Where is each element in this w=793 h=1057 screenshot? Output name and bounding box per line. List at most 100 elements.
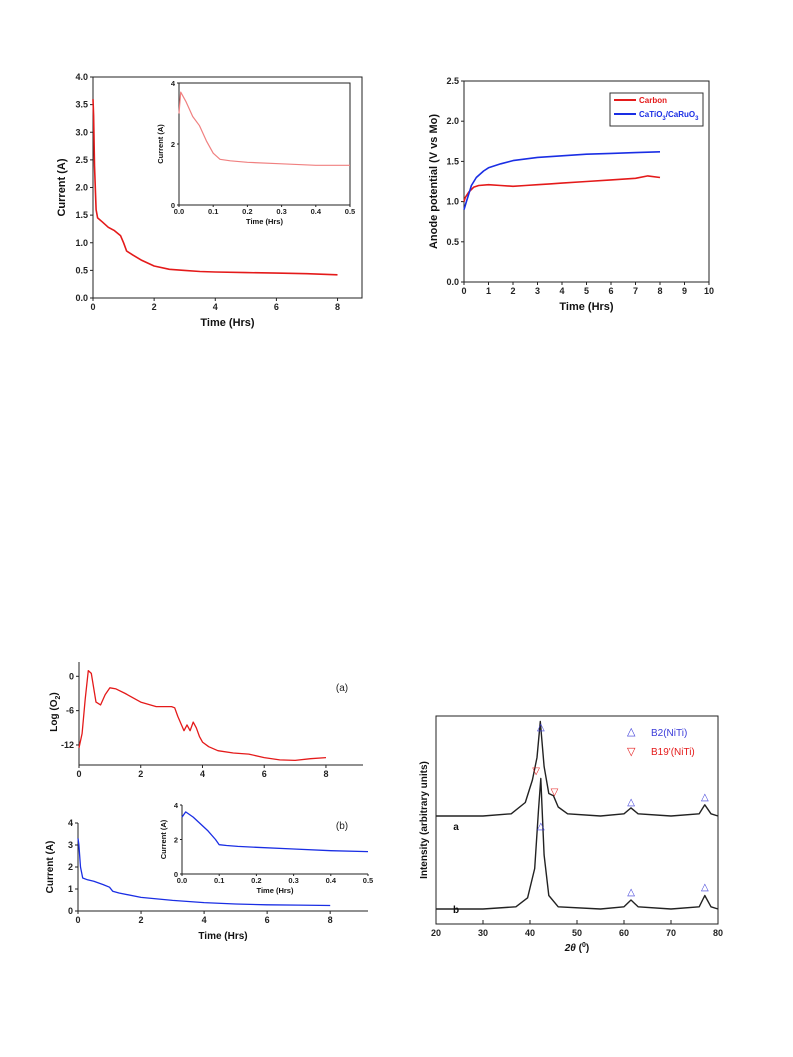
- y-tick-label: -12: [61, 740, 74, 750]
- x-tick-label: 4: [559, 286, 564, 296]
- current-b-inset-chart: 0.0 0.1 0.2 0.3 0.4 0.5 0 2 4 Time (Hrs) Current (…: [159, 801, 373, 895]
- x-tick-label: 40: [525, 928, 535, 938]
- series-line-0: [181, 811, 369, 853]
- x-tick-label: 0: [76, 769, 81, 779]
- y-tick-label: 0.5: [446, 237, 459, 247]
- plot-frame: [435, 715, 719, 925]
- x-axis-label: Time (Hrs): [246, 217, 283, 226]
- x-tick-label: 6: [262, 769, 267, 779]
- b2-legend-marker: △: [627, 726, 636, 738]
- b2-peak-marker: △: [701, 792, 709, 803]
- x-tick-label: 4: [202, 915, 207, 925]
- y-tick-label: -6: [66, 706, 74, 716]
- b2-legend-label: B2(NiTi): [651, 728, 687, 739]
- xrd-legend: △ B2(NiTi) ▽ B19'(NiTi): [627, 726, 695, 758]
- series-line-catio3-caruo3: [463, 151, 661, 210]
- y-tick-label: 2: [68, 862, 73, 872]
- y-tick-label: 1.0: [446, 197, 459, 207]
- y-tick-label: 3.5: [75, 100, 88, 110]
- y-tick-label: 3: [68, 840, 73, 850]
- y-tick-label: 0: [171, 201, 175, 210]
- panel-label-a: (a): [336, 683, 348, 694]
- series-line-carbon: [463, 175, 661, 202]
- x-tick-label: 6: [608, 286, 613, 296]
- y-tick-label: 0.0: [75, 293, 88, 303]
- y-tick-label: 2.5: [75, 155, 88, 165]
- x-tick-label: 0.0: [177, 876, 187, 885]
- y-tick-label: 4: [174, 801, 179, 810]
- x-tick-label: 0: [75, 915, 80, 925]
- y-tick-label: 0: [68, 906, 73, 916]
- y-axis-label: Anode potential (V vs Mo): [428, 114, 440, 249]
- y-tick-label: 1.0: [75, 238, 88, 248]
- y-axis-label: Current (A): [156, 124, 165, 164]
- x-tick-label: 0.4: [326, 876, 337, 885]
- x-tick-label: 0: [90, 302, 95, 312]
- legend-carbon-label: Carbon: [639, 96, 667, 105]
- x-tick-label: 4: [200, 769, 205, 779]
- b19-legend-marker: ▽: [627, 746, 636, 758]
- series-line-0: [178, 91, 350, 166]
- x-tick-label: 20: [431, 928, 441, 938]
- xrd-chart: 20 30 40 50 60 70 80 2θ (0) Intensity (arbitrary…: [419, 715, 723, 954]
- x-axis-label: Time (Hrs): [257, 886, 294, 895]
- y-tick-label: 2: [174, 836, 178, 845]
- x-tick-label: 1: [486, 286, 491, 296]
- x-axis-label: 2θ (0): [564, 942, 590, 954]
- plot-frame: [178, 82, 351, 206]
- x-tick-label: 50: [572, 928, 582, 938]
- b19-peak-marker: ▽: [551, 787, 559, 798]
- x-axis-label: Time (Hrs): [559, 301, 614, 313]
- b2-peak-marker: △: [537, 821, 545, 832]
- x-tick-label: 0: [461, 286, 466, 296]
- y-axis-label: Current (A): [45, 841, 56, 894]
- legend-box: [609, 92, 704, 127]
- x-tick-label: 2: [510, 286, 515, 296]
- x-tick-label: 2: [152, 302, 157, 312]
- y-tick-label: 3.0: [75, 127, 88, 137]
- trace-label-b: b: [453, 905, 459, 916]
- log-o2-chart: 0 2 4 6 8 0 -6 -12 Log (O2) (a): [49, 662, 363, 779]
- x-tick-label: 80: [713, 928, 723, 938]
- y-tick-label: 2: [171, 140, 175, 149]
- y-tick-label: 0.5: [75, 265, 88, 275]
- b19-legend-label: B19'(NiTi): [651, 747, 695, 758]
- x-tick-label: 6: [265, 915, 270, 925]
- y-tick-label: 1.5: [75, 210, 88, 220]
- x-tick-label: 8: [657, 286, 662, 296]
- x-tick-label: 8: [335, 302, 340, 312]
- x-tick-label: 5: [584, 286, 589, 296]
- y-tick-label: 2.0: [75, 183, 88, 193]
- series-line-0: [77, 838, 331, 907]
- current-b-chart: 0 2 4 6 8 0 1 2 3 4 Time (Hrs) Current (A) (b): [45, 818, 368, 942]
- b2-peak-marker: △: [627, 797, 635, 808]
- trace-label-a: a: [453, 822, 459, 833]
- b2-peak-marker: △: [627, 887, 635, 898]
- x-tick-label: 6: [274, 302, 279, 312]
- b19-peak-marker: ▽: [532, 766, 540, 777]
- y-tick-label: 0: [69, 671, 74, 681]
- x-tick-label: 7: [633, 286, 638, 296]
- b2-peak-marker: △: [701, 882, 709, 893]
- y-axis-label: Log (O2): [49, 692, 62, 731]
- x-tick-label: 0.5: [363, 876, 373, 885]
- x-axis-label: Time (Hrs): [198, 931, 247, 942]
- y-tick-label: 0: [174, 870, 178, 879]
- y-axis-label: Current (A): [159, 819, 168, 859]
- x-tick-label: 0.3: [288, 876, 298, 885]
- y-axis-label: Current (A): [56, 158, 68, 216]
- y-tick-label: 1.5: [446, 156, 459, 166]
- x-tick-label: 0.3: [276, 207, 286, 216]
- current-inset-chart: 0.0 0.1 0.2 0.3 0.4 0.5 0 2 4 Time (Hrs) Current (…: [156, 79, 355, 226]
- x-tick-label: 4: [213, 302, 218, 312]
- xrd-trace-b: [436, 777, 719, 910]
- x-tick-label: 0.1: [208, 207, 218, 216]
- y-tick-label: 4: [171, 79, 176, 88]
- xrd-trace-a: [436, 720, 719, 817]
- x-tick-label: 70: [666, 928, 676, 938]
- y-tick-label: 2.5: [446, 76, 459, 86]
- x-tick-label: 0.2: [251, 876, 261, 885]
- y-tick-label: 4.0: [75, 72, 88, 82]
- x-tick-label: 60: [619, 928, 629, 938]
